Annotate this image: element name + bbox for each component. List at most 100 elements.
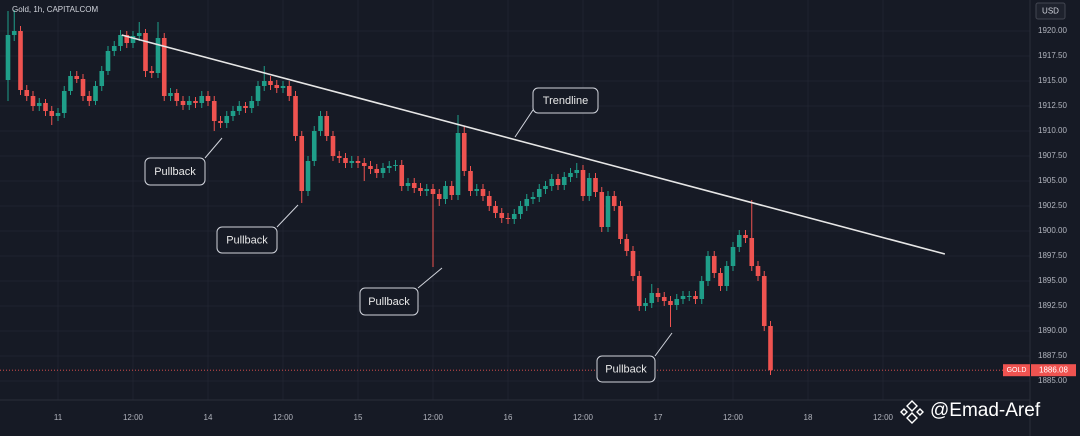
candle-body: [668, 301, 673, 305]
candle-body: [411, 183, 417, 188]
candle-body: [224, 116, 230, 123]
candle-body: [693, 296, 698, 299]
x-tick-label: 12:00: [873, 413, 894, 422]
trendline-callout: Trendline: [514, 87, 599, 138]
candle-body: [43, 103, 48, 111]
callout-box: [359, 287, 419, 316]
callout-box: [596, 355, 656, 383]
candle-body: [393, 165, 398, 166]
candle-body: [355, 161, 361, 163]
candle-body: [193, 101, 198, 103]
candle-body: [286, 86, 292, 96]
candle-body: [605, 196, 611, 227]
watermark-logo: [900, 400, 924, 424]
candle-body: [36, 103, 42, 106]
y-tick-label: 1907.50: [1038, 151, 1067, 160]
candle-body: [149, 71, 155, 73]
candle-body: [743, 235, 748, 238]
candle-body: [230, 111, 236, 116]
pullback-callout: Pullback: [359, 267, 443, 316]
candle-body: [5, 35, 11, 80]
candle-body: [455, 133, 461, 195]
candle-body: [268, 81, 273, 85]
callout-text: Pullback: [226, 234, 268, 246]
watermark-text: @Emad-Aref: [930, 400, 1041, 421]
candle-body: [349, 161, 355, 163]
candle-body: [399, 165, 405, 186]
y-tick-label: 1895.00: [1038, 276, 1067, 285]
candle-body: [680, 296, 686, 299]
currency-button[interactable]: [1035, 2, 1066, 20]
price-tag-symbol: GOLD: [1007, 367, 1027, 374]
x-tick-label: 11: [54, 413, 63, 422]
x-tick-label: 18: [804, 413, 813, 422]
candle-body: [436, 194, 442, 199]
x-tick-label: 15: [354, 413, 363, 422]
candle-body: [686, 296, 692, 297]
callout-box: [144, 157, 206, 186]
candle-body: [105, 51, 111, 71]
y-tick-label: 1902.50: [1038, 201, 1067, 210]
x-tick-label: 12:00: [573, 413, 594, 422]
candle-body: [236, 106, 242, 111]
candle-body: [255, 86, 261, 101]
candle-body: [718, 273, 723, 286]
candle-body: [55, 113, 61, 116]
candle-body: [586, 178, 592, 196]
candle-body: [474, 189, 480, 191]
candle-body: [199, 96, 205, 103]
y-tick-label: 1892.50: [1038, 301, 1067, 310]
price-tag-symbol-box: [1003, 364, 1030, 377]
candle-body: [30, 96, 36, 106]
candle-body: [599, 192, 605, 227]
candle-body: [324, 116, 330, 136]
candle-body: [468, 171, 473, 191]
candle-body: [174, 93, 180, 101]
y-tick-label: 1900.00: [1038, 226, 1067, 235]
candle-body: [636, 276, 642, 306]
callout-box: [216, 226, 278, 254]
candle-body: [561, 177, 567, 185]
candle-body: [711, 256, 717, 273]
candle-body: [511, 214, 517, 219]
candle-body: [368, 166, 373, 169]
candle-body: [699, 281, 705, 299]
candle-body: [661, 297, 667, 301]
x-tick-label: 17: [654, 413, 663, 422]
currency-label[interactable]: USD: [1042, 7, 1059, 16]
callout-pointer: [276, 204, 299, 228]
candle-body: [111, 46, 117, 51]
candle-body: [168, 93, 173, 96]
callout-text: Pullback: [605, 363, 647, 375]
candle-body: [486, 196, 492, 206]
candle-body: [524, 199, 530, 206]
y-tick-label: 1885.00: [1038, 376, 1067, 385]
candle-body: [11, 31, 17, 35]
candle-body: [430, 189, 436, 194]
candle-body: [443, 186, 448, 199]
candle-body: [380, 168, 386, 173]
callout-pointer: [204, 137, 223, 159]
candle-body: [630, 251, 636, 276]
candle-body: [574, 170, 580, 173]
candle-body: [86, 96, 92, 101]
candle-body: [330, 136, 336, 156]
y-tick-label: 1887.50: [1038, 351, 1067, 360]
candle-body: [705, 256, 711, 281]
candle-body: [218, 121, 223, 123]
watermark: @Emad-Aref: [900, 400, 1041, 424]
candle-body: [186, 101, 192, 105]
candle-body: [674, 299, 680, 305]
candle-body: [61, 91, 67, 113]
y-tick-label: 1917.50: [1038, 51, 1067, 60]
candle-body: [361, 163, 367, 166]
candle-body: [205, 96, 211, 101]
y-tick-label: 1905.00: [1038, 176, 1067, 185]
candle-body: [336, 156, 342, 158]
candle-body: [299, 136, 305, 191]
candle-body: [736, 235, 742, 247]
x-tick-label: 14: [204, 413, 213, 422]
callout-pointer: [417, 267, 443, 289]
candle-body: [549, 179, 555, 186]
